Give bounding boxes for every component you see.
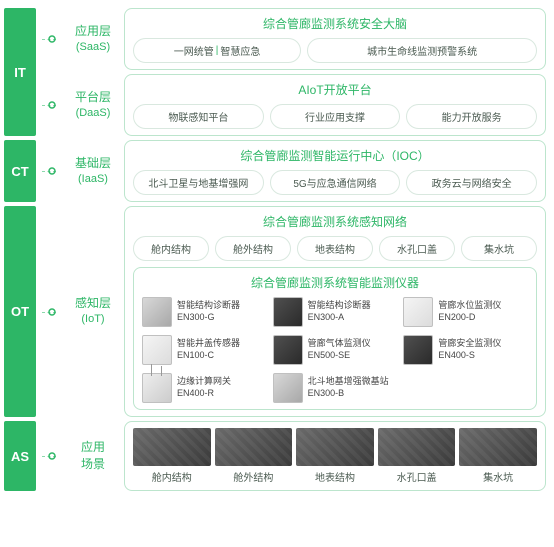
scene-image: [296, 428, 374, 466]
scene-a: 舱内结构: [133, 428, 211, 484]
spine-as: AS: [4, 421, 36, 491]
scene-d: 水孔口盖: [378, 428, 456, 484]
layer-cn2: 场景: [81, 456, 105, 473]
layer-label-daas: 平台层 (DaaS): [68, 74, 118, 136]
pill-saas-c: 城市生命线监测预警系统: [307, 38, 537, 63]
layer-cn: 应用: [81, 439, 105, 456]
scene-image: [133, 428, 211, 466]
device-label: 智能结构诊断器EN300-A: [308, 300, 371, 323]
pill-saas-combined: 一网统管 | 智慧应急: [133, 38, 301, 63]
pill-iot1-c: 地表结构: [297, 236, 373, 261]
layer-cn: 应用层: [75, 23, 111, 40]
connector-icon: [42, 140, 62, 202]
connector-icon: [42, 74, 62, 136]
device-image: [273, 335, 303, 365]
pill-daas-b: 行业应用支撑: [270, 104, 401, 129]
connector-icon: [42, 421, 62, 491]
layer-label-scene: 应用 场景: [68, 421, 118, 491]
layer-cn: 平台层: [75, 89, 111, 106]
iot-title1: 综合管廊监测系统感知网络: [133, 213, 537, 230]
connector-icon: [42, 206, 62, 417]
device-label: 管廊安全监测仪EN400-S: [438, 338, 501, 361]
layer-en: (IaaS): [78, 172, 108, 187]
pill-iaas-c: 政务云与网络安全: [406, 170, 537, 195]
device-image: [142, 297, 172, 327]
row-iaas: 基础层 (IaaS) 综合管廊监测智能运行中心（IOC） 北斗卫星与地基增强网 …: [42, 140, 546, 202]
layer-label-iot: 感知层 (IoT): [68, 206, 118, 417]
device-image: [403, 297, 433, 327]
scene-image: [459, 428, 537, 466]
iaas-title: 综合管廊监测智能运行中心（IOC）: [133, 147, 537, 164]
spine-it: IT: [4, 8, 36, 136]
ot-group: OT 感知层 (IoT) 综合管廊监测系统感知网络 舱内结构 舱外结构 地表结构…: [4, 206, 546, 417]
layer-label-saas: 应用层 (SaaS): [68, 8, 118, 70]
row-scene: 应用 场景 舱内结构 舱外结构 地表结构 水孔口盖 集水坑: [42, 421, 546, 491]
spine-ct: CT: [4, 140, 36, 202]
pill-iaas-a: 北斗卫星与地基增强网: [133, 170, 264, 195]
scene-c: 地表结构: [296, 428, 374, 484]
iaas-box: 综合管廊监测智能运行中心（IOC） 北斗卫星与地基增强网 5G与应急通信网络 政…: [124, 140, 546, 202]
layer-cn: 基础层: [75, 155, 111, 172]
layer-en: (SaaS): [76, 40, 110, 55]
layer-label-iaas: 基础层 (IaaS): [68, 140, 118, 202]
device-item: 管廊水位监测仪EN200-D: [403, 297, 528, 327]
spine-ot: OT: [4, 206, 36, 417]
layer-en: (DaaS): [76, 106, 111, 121]
pill-iot1-b: 舱外结构: [215, 236, 291, 261]
device-image: [142, 373, 172, 403]
daas-title: AIoT开放平台: [133, 81, 537, 98]
device-item: 北斗地基增强微基站EN300-B: [273, 373, 398, 403]
device-item: 边缘计算网关EN400-R: [142, 373, 267, 403]
device-image: [403, 335, 433, 365]
as-group: AS 应用 场景 舱内结构 舱外结构 地表结构 水孔口盖 集水坑: [4, 421, 546, 491]
device-item: 智能井盖传感器EN100-C: [142, 335, 267, 365]
layer-cn: 感知层: [75, 295, 111, 312]
ct-group: CT 基础层 (IaaS) 综合管廊监测智能运行中心（IOC） 北斗卫星与地基增…: [4, 140, 546, 202]
saas-title: 综合管廊监测系统安全大脑: [133, 15, 537, 32]
device-item: 智能结构诊断器EN300-G: [142, 297, 267, 327]
iot-title2: 综合管廊监测系统智能监测仪器: [142, 274, 528, 291]
row-saas: 应用层 (SaaS) 综合管廊监测系统安全大脑 一网统管 | 智慧应急 城市生命…: [42, 8, 546, 70]
device-image: [142, 335, 172, 365]
pill-daas-c: 能力开放服务: [406, 104, 537, 129]
device-label: 管廊水位监测仪EN200-D: [438, 300, 501, 323]
device-item: 智能结构诊断器EN300-A: [273, 297, 398, 327]
device-label: 智能井盖传感器EN100-C: [177, 338, 240, 361]
device-label: 智能结构诊断器EN300-G: [177, 300, 240, 323]
pill-daas-a: 物联感知平台: [133, 104, 264, 129]
row-daas: 平台层 (DaaS) AIoT开放平台 物联感知平台 行业应用支撑 能力开放服务: [42, 74, 546, 136]
saas-box: 综合管廊监测系统安全大脑 一网统管 | 智慧应急 城市生命线监测预警系统: [124, 8, 546, 70]
device-label: 北斗地基增强微基站EN300-B: [308, 376, 389, 399]
device-label: 管廊气体监测仪EN500-SE: [308, 338, 371, 361]
device-item: 管廊安全监测仪EN400-S: [403, 335, 528, 365]
scene-b: 舱外结构: [215, 428, 293, 484]
device-grid: 智能结构诊断器EN300-G 智能结构诊断器EN300-A 管廊水位监测仪EN200…: [142, 297, 528, 403]
pill-iot1-a: 舱内结构: [133, 236, 209, 261]
it-group: IT 应用层 (SaaS) 综合管廊监测系统安全大脑 一网统管 | 智慧应急: [4, 8, 546, 136]
iot-devices-box: 综合管廊监测系统智能监测仪器 智能结构诊断器EN300-G智能结构诊断器EN30…: [133, 267, 537, 410]
device-label: 边缘计算网关EN400-R: [177, 376, 231, 399]
device-image: [273, 373, 303, 403]
pill-iot1-d: 水孔口盖: [379, 236, 455, 261]
layer-en: (IoT): [81, 312, 104, 327]
device-image: [273, 297, 303, 327]
pill-iaas-b: 5G与应急通信网络: [270, 170, 401, 195]
iot-box: 综合管廊监测系统感知网络 舱内结构 舱外结构 地表结构 水孔口盖 集水坑 综合管…: [124, 206, 546, 417]
scene-box: 舱内结构 舱外结构 地表结构 水孔口盖 集水坑: [124, 421, 546, 491]
device-item: 管廊气体监测仪EN500-SE: [273, 335, 398, 365]
scene-image: [378, 428, 456, 466]
pill-iot1-e: 集水坑: [461, 236, 537, 261]
connector-icon: [42, 8, 62, 70]
daas-box: AIoT开放平台 物联感知平台 行业应用支撑 能力开放服务: [124, 74, 546, 136]
row-iot: 感知层 (IoT) 综合管廊监测系统感知网络 舱内结构 舱外结构 地表结构 水孔…: [42, 206, 546, 417]
architecture-diagram: IT 应用层 (SaaS) 综合管廊监测系统安全大脑 一网统管 | 智慧应急: [4, 8, 546, 491]
scene-image: [215, 428, 293, 466]
scene-e: 集水坑: [459, 428, 537, 484]
